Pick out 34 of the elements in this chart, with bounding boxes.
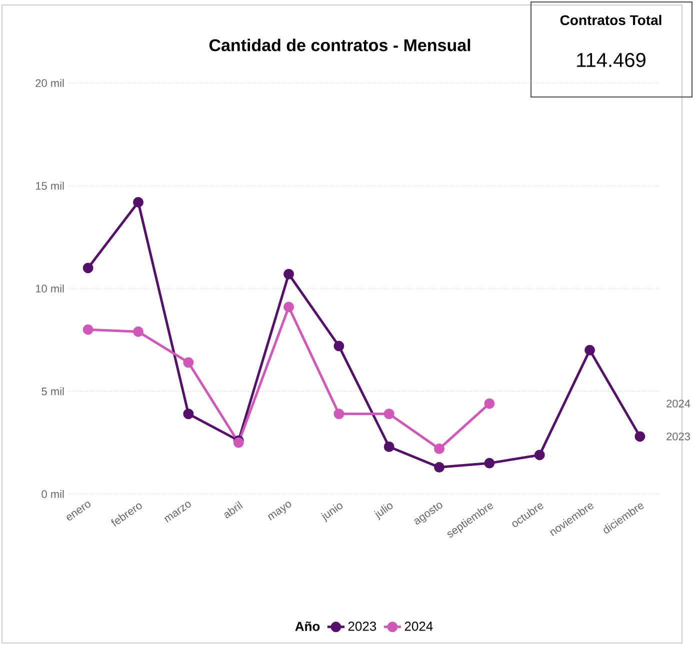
legend-label: 2024 [404, 622, 433, 631]
point [384, 408, 394, 420]
point [434, 462, 445, 473]
legend-title: Año [295, 622, 320, 631]
text: 114.469 [577, 52, 646, 68]
text: 2023 [666, 432, 690, 440]
point [484, 458, 495, 468]
point [284, 302, 294, 312]
text: 2024 [666, 400, 690, 408]
point [334, 408, 344, 420]
point [584, 344, 596, 356]
y-tick-label: 5 mil [42, 387, 64, 396]
y-tick-label: 20 mil [36, 78, 64, 88]
legend-label: 2023 [348, 622, 376, 631]
point [132, 196, 144, 208]
point [384, 441, 394, 452]
point [132, 326, 144, 337]
point [82, 262, 94, 274]
point [82, 324, 94, 335]
point [334, 340, 344, 352]
x-tick-label: julio [374, 503, 393, 520]
point [183, 357, 194, 368]
y-tick-label: 10 mil [36, 284, 64, 293]
point [183, 408, 194, 420]
point [434, 444, 445, 454]
point [634, 431, 646, 442]
point [534, 450, 545, 460]
y-tick-label: 15 mil [36, 182, 64, 190]
point [484, 398, 495, 409]
x-tick-label: abril [224, 500, 243, 518]
chart-title: Cantidad de contratos - Mensual [209, 38, 470, 52]
point [284, 268, 294, 280]
text: Contratos Total [560, 14, 662, 26]
y-tick-label: 0 mil [42, 490, 64, 498]
